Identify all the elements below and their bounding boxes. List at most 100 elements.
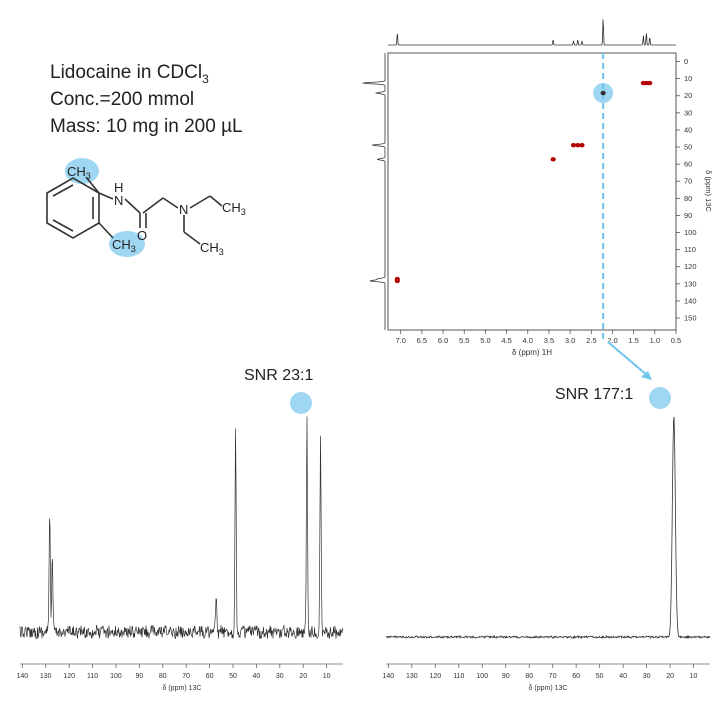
hsqc-y-tick-label: 0 [684,57,688,66]
spectrum-x-tick-label: 20 [299,673,307,680]
hsqc-y-tick-label: 70 [684,177,692,186]
bond-ethyl2-ch3 [183,231,201,245]
hsqc-cross-peak [570,142,577,148]
spectrum-x-tick-label: 100 [110,673,122,680]
ch3-right2-label: CH3 [200,240,224,257]
hsqc-x-tick-label: 3.5 [544,336,554,345]
hsqc-y-tick-label: 80 [684,194,692,203]
snr-left-label: SNR 23:1 [244,367,314,384]
hsqc-cross-peak [550,157,556,162]
hsqc-cross-peak [575,142,581,148]
hsqc-y-tick-label: 40 [684,125,692,134]
lidocaine-structure: CH3 CH3 H N O N CH3 CH3 [46,158,246,257]
nh-n-label: N [114,193,123,208]
carbon-spectrum-left-axis: 140 130 120 110 100 90 80 70 60 50 40 30 20 10 [16,664,331,680]
spectrum-x-tick-label: 100 [476,673,488,680]
hsqc-cross-peak [647,80,653,86]
spectrum-x-tick-label: 60 [206,673,214,680]
spectrum-x-tick-label: 80 [159,673,167,680]
hsqc-x-tick-label: 5.5 [459,336,469,345]
hsqc-y-axis: 0 10 20 30 40 50 60 70 80 90 100 110 120 130 140 150 [676,57,697,323]
spectrum-x-tick-label: 110 [453,673,464,680]
hsqc-x-tick-label: 2.0 [607,336,617,345]
hsqc-cross-peak [600,90,606,96]
hsqc-y-tick-label: 130 [684,279,697,288]
hsqc-x-tick-label: 1.0 [650,336,660,345]
o-label: O [137,228,147,243]
ch3-bottom-label: CH3 [112,237,136,254]
pointer-arrow [607,341,649,377]
hsqc-y-tick-label: 150 [684,314,697,323]
hsqc-y-tick-label: 140 [684,296,697,305]
bond-nh-co [124,198,141,214]
spectrum-x-tick-label: 130 [40,673,52,680]
carbon-spectrum-left-x-label: δ (ppm) 13C [163,685,202,692]
carbon-spectrum-right-x-label: δ (ppm) 13C [529,685,568,692]
hsqc-side-projection [362,53,386,330]
hsqc-y-tick-label: 30 [684,108,692,117]
spectrum-x-tick-label: 10 [690,673,698,680]
spectrum-x-tick-label: 20 [666,673,674,680]
hsqc-y-tick-label: 10 [684,74,692,83]
spectrum-x-tick-label: 120 [429,673,441,680]
hsqc-cross-peak [579,142,585,148]
hsqc-y-tick-label: 120 [684,262,697,271]
carbon-spectrum-right-trace [385,416,711,640]
hsqc-y-tick-label: 60 [684,160,692,169]
hsqc-y-tick-label: 50 [684,143,692,152]
ch3-right1-label: CH3 [222,200,246,217]
hsqc-x-tick-label: 6.0 [438,336,448,345]
snr-right-marker [649,387,671,409]
nh-h-label: H [114,180,123,195]
hsqc-cross-peak [394,276,400,282]
amine-n-label: N [179,202,188,217]
hsqc-x-tick-label: 0.5 [671,336,681,345]
spectrum-x-tick-label: 120 [63,673,75,680]
spectrum-x-tick-label: 140 [16,673,28,680]
spectrum-x-tick-label: 110 [87,673,98,680]
hsqc-cross-peaks [394,53,653,342]
hsqc-x-tick-label: 5.0 [480,336,490,345]
carbon-spectrum-left: 140 130 120 110 100 90 80 70 60 50 40 30 20 10 δ (ppm… [16,392,344,692]
hsqc-side-projection-trace [362,53,386,330]
spectrum-x-tick-label: 40 [619,673,627,680]
hsqc-x-tick-label: 7.0 [395,336,405,345]
ch3-bottom-highlight [109,231,145,257]
carbon-spectrum-right-axis: 140 130 120 110 100 90 80 70 60 50 40 30 20 10 [383,664,698,680]
hsqc-y-axis-label: δ (ppm) 13C [704,170,713,212]
hsqc-chart: 7.0 6.5 6.0 5.5 5.0 4.5 4.0 3.5 3.0 2.5 2.0 1.5 1.0 0… [362,19,713,357]
spectrum-x-tick-label: 80 [525,673,533,680]
spectrum-x-tick-label: 130 [406,673,418,680]
hsqc-x-tick-label: 6.5 [417,336,427,345]
snr-left-marker [290,392,312,414]
ch3-top-label: CH3 [67,164,91,181]
hsqc-y-tick-label: 20 [684,91,692,100]
hsqc-plot-frame [387,52,677,331]
hsqc-x-tick-label: 2.5 [586,336,596,345]
hsqc-y-tick-label: 100 [684,228,697,237]
spectrum-x-tick-label: 60 [572,673,580,680]
sample-title-text: Lidocaine in CDCl [50,62,203,83]
ring-double-bond-3 [52,184,74,197]
hsqc-x-tick-label: 1.5 [628,336,638,345]
sample-concentration: Conc.=200 mmol [50,89,195,110]
hsqc-top-projection-trace [388,19,676,46]
spectrum-x-tick-label: 70 [182,673,190,680]
benzene-ring [46,177,100,239]
sample-title-subscript: 3 [202,71,209,86]
hsqc-x-axis: 7.0 6.5 6.0 5.5 5.0 4.5 4.0 3.5 3.0 2.5 2.0 1.5 1.0 0… [395,330,681,345]
bond-ch2-n [162,197,179,209]
bond-nh [98,192,114,200]
carbon-spectrum-left-trace [19,416,344,640]
hsqc-y-tick-label: 110 [684,245,696,254]
bond-c-ch2 [142,197,164,214]
spectrum-x-tick-label: 90 [502,673,510,680]
ring-double-bond-2 [52,219,74,232]
spectrum-x-tick-label: 50 [229,673,237,680]
carbon-spectrum-right: 140 130 120 110 100 90 80 70 60 50 40 30 20 10 δ (ppm… [383,387,711,692]
bond-n-ethyl1 [189,195,211,209]
hsqc-y-tick-label: 90 [684,211,692,220]
hsqc-x-tick-label: 3.0 [565,336,575,345]
spectrum-x-tick-label: 40 [253,673,261,680]
spectrum-x-tick-label: 30 [643,673,651,680]
